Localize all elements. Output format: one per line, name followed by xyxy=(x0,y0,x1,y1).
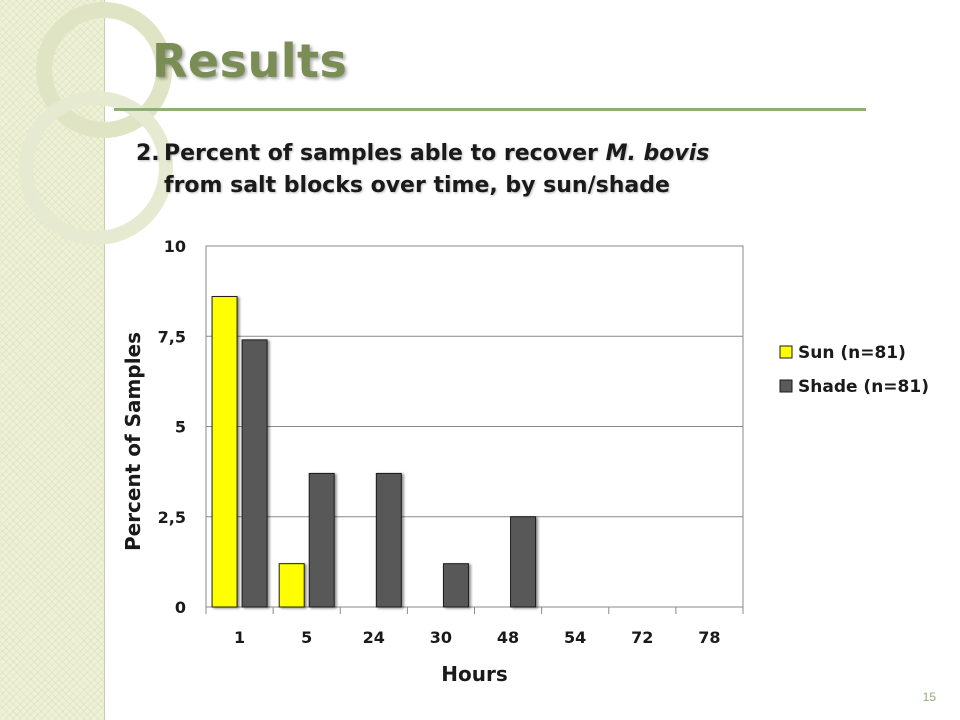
subtitle-number: 2. xyxy=(136,141,160,166)
bar-sun xyxy=(278,563,305,608)
slide-title: Results xyxy=(152,34,348,88)
y-axis-title: Percent of Samples xyxy=(121,332,145,551)
x-tick-label: 1 xyxy=(234,628,245,647)
legend-swatch xyxy=(779,345,793,359)
bar-sun xyxy=(211,296,238,608)
x-tick-label: 78 xyxy=(698,628,720,647)
decorative-rings xyxy=(19,2,173,245)
bar-shade xyxy=(308,472,335,608)
x-tick-label: 54 xyxy=(564,628,586,647)
legend-label: Shade (n=81) xyxy=(798,377,929,397)
subtitle-text-pre: Percent of samples able to recover xyxy=(164,141,606,166)
x-tick-label: 30 xyxy=(430,628,452,647)
legend-swatch xyxy=(779,379,793,393)
x-axis-title: Hours xyxy=(441,662,507,686)
x-tick-label: 72 xyxy=(631,628,653,647)
x-tick-label: 24 xyxy=(363,628,385,647)
x-tick-label: 5 xyxy=(301,628,312,647)
subtitle-line-2: from salt blocks over time, by sun/shade xyxy=(164,173,670,198)
decorative-ring-lower xyxy=(19,91,173,245)
decorative-ring-outer xyxy=(36,2,172,138)
bar-shade xyxy=(510,516,537,608)
legend-label: Sun (n=81) xyxy=(798,343,906,363)
y-tick-label: 2,5 xyxy=(158,508,186,527)
bar-shade xyxy=(442,563,469,608)
page-number: 15 xyxy=(922,690,936,704)
y-tick-label: 0 xyxy=(175,598,186,617)
y-tick-label: 10 xyxy=(164,237,186,256)
chart-subtitle: 2. Percent of samples able to recover M. … xyxy=(136,138,856,202)
subtitle-organism: M. bovis xyxy=(605,141,710,166)
y-tick-label: 5 xyxy=(175,418,186,437)
x-tick-label: 48 xyxy=(497,628,519,647)
title-rule xyxy=(114,108,866,111)
y-tick-label: 7,5 xyxy=(158,327,186,346)
bar-shade xyxy=(375,472,402,608)
chart-legend: Sun (n=81) Shade (n=81) xyxy=(779,343,929,397)
bar-shade xyxy=(241,339,268,608)
